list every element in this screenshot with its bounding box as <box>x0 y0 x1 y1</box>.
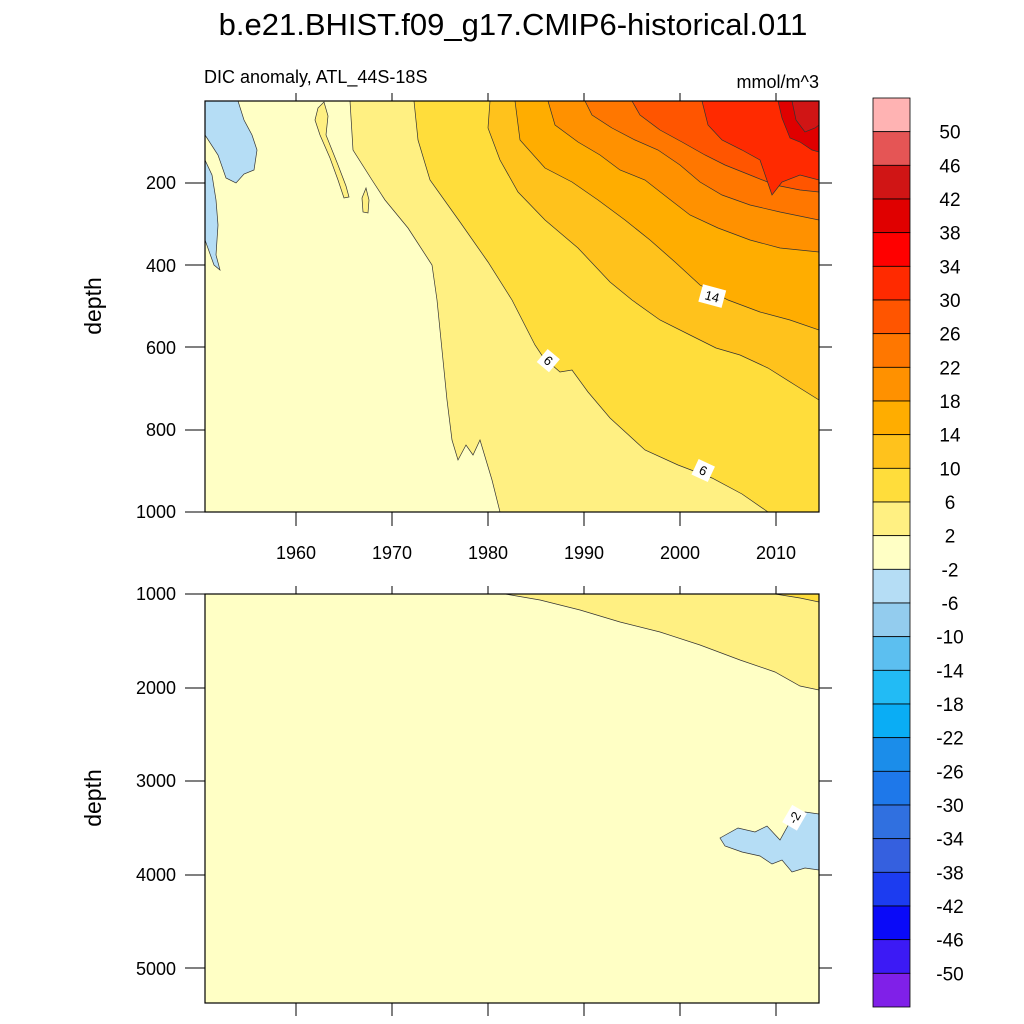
colorbar-label: 42 <box>939 190 960 211</box>
lower-y-axis: 1000 2000 3000 4000 5000 depth <box>80 584 832 1016</box>
upper-y-axis-title: depth <box>80 277 106 335</box>
y-tick-label: 200 <box>146 173 176 193</box>
colorbar-swatch <box>872 198 911 234</box>
colorbar-swatch <box>872 97 911 133</box>
colorbar-label: 18 <box>939 392 960 413</box>
colorbar-swatch <box>872 535 911 570</box>
colorbar-swatch <box>872 737 911 772</box>
colorbar-swatch <box>872 838 911 873</box>
contour-label-14: 14 <box>698 284 727 308</box>
x-tick-label: 2010 <box>756 543 796 563</box>
colorbar-label: -6 <box>942 594 959 615</box>
colorbar-label: -46 <box>936 931 963 952</box>
lower-panel-field <box>205 594 819 1003</box>
colorbar-label: 34 <box>939 257 961 278</box>
colorbar-swatch <box>872 972 911 1008</box>
colorbar-swatch <box>872 400 911 436</box>
y-tick-label: 5000 <box>136 959 176 979</box>
colorbar-label: 2 <box>945 527 956 548</box>
colorbar-swatch <box>872 265 911 301</box>
colorbar-label: -42 <box>936 897 963 918</box>
colorbar-swatch <box>872 905 911 941</box>
x-axis: 1960 1970 1980 1990 2000 2010 <box>276 93 796 563</box>
y-tick-label: 400 <box>146 256 176 276</box>
x-tick-label: 2000 <box>660 543 700 563</box>
colorbar-label: -26 <box>936 762 963 783</box>
contour-label-neg2: -2 <box>782 804 807 831</box>
colorbar-label: -14 <box>936 661 964 682</box>
panel-subtitle: DIC anomaly, ATL_44S-18S <box>204 67 427 88</box>
y-tick-label: 600 <box>146 338 176 358</box>
x-tick-label: 1960 <box>276 543 316 563</box>
colorbar-swatch <box>872 568 911 604</box>
colorbar-swatch <box>872 669 911 705</box>
neg-blob-a <box>205 101 258 184</box>
neg-blob-b <box>205 159 221 271</box>
y-tick-label: 800 <box>146 420 176 440</box>
upper-panel-field <box>205 101 819 512</box>
x-tick-label: 1980 <box>468 543 508 563</box>
y-tick-label: 3000 <box>136 771 176 791</box>
colorbar-label: -22 <box>936 729 963 750</box>
colorbar-label: -38 <box>936 863 963 884</box>
colorbar-label: 38 <box>939 224 960 245</box>
band-6-10-lower <box>774 594 819 603</box>
colorbar-swatch <box>872 333 911 368</box>
colorbar-label: 10 <box>939 459 960 480</box>
colorbar-label: 22 <box>939 358 960 379</box>
contour-label-6-a: 6 <box>536 348 560 373</box>
colorbar-label: 26 <box>939 325 960 346</box>
colorbar-swatch <box>872 299 911 335</box>
y-tick-label: 2000 <box>136 678 176 698</box>
colorbar-label: -30 <box>936 796 963 817</box>
lower-y-axis-title: depth <box>80 769 106 827</box>
y-tick-label: 1000 <box>136 584 176 604</box>
units-label: mmol/m^3 <box>737 72 819 92</box>
colorbar-label: 50 <box>939 123 960 144</box>
y-tick-label: 1000 <box>136 502 176 522</box>
svg-text:14: 14 <box>703 287 721 305</box>
colorbar-swatch <box>872 636 911 671</box>
colorbar-swatch <box>872 366 911 402</box>
colorbar-swatch <box>872 770 911 806</box>
colorbar-label: 14 <box>939 426 961 447</box>
colorbar-swatch <box>872 804 911 840</box>
island-2-6-b <box>361 186 370 214</box>
colorbar-swatch <box>872 871 911 907</box>
colorbar-swatch <box>872 164 911 200</box>
colorbar-swatch <box>872 703 911 739</box>
colorbar-swatch <box>872 131 911 166</box>
colorbar-label: -18 <box>936 695 963 716</box>
colorbar-swatch <box>872 232 911 267</box>
colorbar-label: -10 <box>936 628 963 649</box>
colorbar-swatch <box>872 602 911 638</box>
y-tick-label: 4000 <box>136 865 176 885</box>
colorbar: 50 46 42 38 34 30 26 22 18 14 10 6 2 -2 -6 -10 -14 -18 -22… <box>872 97 964 1008</box>
x-tick-label: 1990 <box>564 543 604 563</box>
colorbar-swatch <box>872 939 911 974</box>
band-2-6-lower <box>504 594 819 691</box>
colorbar-label: -2 <box>942 560 959 581</box>
colorbar-label: -50 <box>936 964 963 985</box>
band-38-42 <box>791 101 819 133</box>
island-2-6-a <box>314 101 350 199</box>
upper-panel-frame <box>204 100 820 513</box>
colorbar-label: -34 <box>936 830 964 851</box>
colorbar-swatch <box>872 467 911 503</box>
band-neg2-2-lower <box>205 594 819 1003</box>
lower-panel-frame <box>204 593 820 1004</box>
colorbar-swatch <box>872 434 911 469</box>
chart-title: b.e21.BHIST.f09_g17.CMIP6-historical.011 <box>219 7 808 42</box>
colorbar-swatch <box>872 501 911 537</box>
colorbar-label: 46 <box>939 156 960 177</box>
colorbar-label: 30 <box>939 291 960 312</box>
x-tick-label: 1970 <box>372 543 412 563</box>
contour-label-6-b: 6 <box>691 459 715 483</box>
colorbar-label: 6 <box>945 493 956 514</box>
upper-y-axis: 200 400 600 800 1000 depth <box>80 173 832 522</box>
